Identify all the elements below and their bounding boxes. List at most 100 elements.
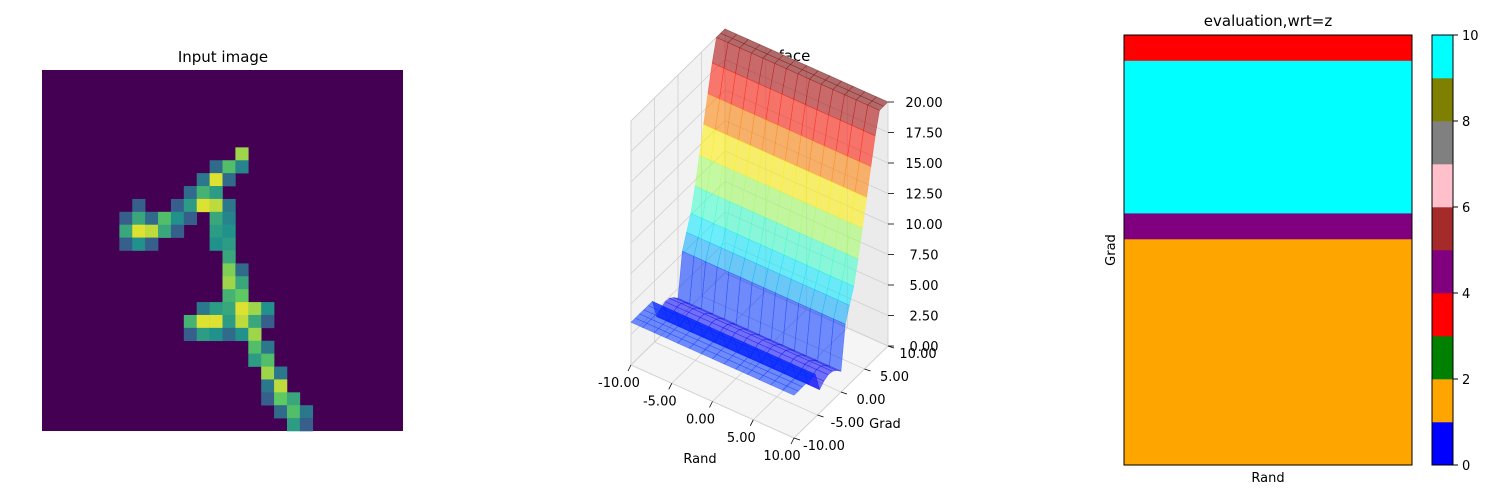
surface-facet bbox=[819, 364, 838, 372]
colorbar-segment bbox=[1432, 293, 1453, 337]
colorbar-segment bbox=[1432, 422, 1453, 466]
loss-surface-ticks: -10.00-5.000.005.0010.00-10.00-5.000.005… bbox=[598, 96, 943, 464]
pixel-cell bbox=[209, 211, 223, 226]
pixel-cell bbox=[209, 327, 223, 342]
colorbar-frame bbox=[1431, 34, 1454, 466]
pixel-cell bbox=[196, 302, 210, 316]
pixel-cell bbox=[132, 224, 146, 238]
pixel-cell bbox=[235, 289, 249, 303]
z-tick-label: 17.50 bbox=[905, 127, 942, 142]
pixel-cell bbox=[274, 405, 288, 419]
pixel-cell bbox=[132, 211, 146, 226]
pixel-cell bbox=[248, 340, 262, 354]
pixel-cell bbox=[222, 224, 236, 238]
pixel-cell bbox=[132, 237, 146, 251]
evaluation-frame bbox=[1123, 34, 1413, 466]
loss-surface-panel: Loss Surface -10.00-5.000.005.0010.00-10… bbox=[598, 27, 943, 467]
pixel-cell bbox=[261, 353, 275, 367]
pixel-cell bbox=[299, 418, 314, 432]
x-tick-label: -10.00 bbox=[598, 376, 640, 391]
surface-facet bbox=[790, 377, 808, 388]
colorbar-segment bbox=[1432, 78, 1453, 122]
z-tick-label: 2.50 bbox=[910, 310, 939, 325]
evaluation-xlabel: Rand bbox=[1251, 471, 1284, 486]
x-tick-label: 5.00 bbox=[727, 431, 756, 446]
pixel-cell bbox=[170, 224, 185, 238]
pixel-cell bbox=[119, 224, 133, 238]
pixel-cell bbox=[209, 314, 223, 329]
evaluation-band bbox=[1124, 239, 1412, 466]
surface-facet bbox=[829, 318, 846, 372]
pixel-cell bbox=[132, 198, 146, 213]
pixel-cell bbox=[222, 237, 236, 251]
colorbar-segment bbox=[1432, 336, 1453, 380]
evaluation-colorbar: 0 2 4 6 8 10 bbox=[1431, 29, 1479, 474]
pixel-cell bbox=[274, 392, 288, 406]
colorbar-segment bbox=[1432, 121, 1453, 165]
input-image-panel: Input image bbox=[42, 48, 403, 432]
y-tick-mark bbox=[817, 414, 824, 418]
pixel-cell bbox=[235, 302, 249, 316]
y-tick-mark bbox=[864, 368, 871, 372]
loss-surface-mesh bbox=[630, 28, 889, 396]
surface-facet bbox=[798, 368, 816, 379]
pixel-cell bbox=[209, 198, 223, 213]
y-tick-mark bbox=[840, 391, 848, 395]
pixel-cell bbox=[261, 366, 275, 380]
colorbar-tick-label: 6 bbox=[1462, 201, 1470, 216]
loss-surface-ylabel: Grad bbox=[869, 417, 901, 432]
pixel-cell bbox=[170, 211, 185, 226]
pixel-cell bbox=[274, 366, 288, 380]
pixel-cell bbox=[286, 418, 301, 432]
pixel-cell bbox=[235, 147, 249, 161]
colorbar-segment bbox=[1432, 207, 1453, 251]
pixel-cell bbox=[196, 173, 210, 187]
pixel-cell bbox=[261, 340, 275, 354]
loss-surface-xlabel: Rand bbox=[683, 452, 716, 467]
pixel-cell bbox=[209, 302, 223, 316]
pixel-cell bbox=[158, 224, 172, 238]
colorbar-tick-label: 0 bbox=[1462, 459, 1470, 474]
pixel-cell bbox=[209, 186, 223, 200]
pixel-cell bbox=[119, 237, 133, 251]
pixel-cell bbox=[235, 327, 249, 342]
gridline bbox=[630, 59, 726, 152]
pixel-cell bbox=[209, 237, 223, 251]
pixel-cell bbox=[170, 198, 185, 213]
surface-facet bbox=[846, 222, 863, 260]
pixel-cell bbox=[222, 327, 236, 342]
pixel-cell bbox=[183, 186, 198, 200]
y-tick-label: 10.00 bbox=[899, 347, 936, 362]
evaluation-band bbox=[1124, 60, 1412, 214]
evaluation-bands bbox=[1124, 35, 1412, 466]
pixel-cell bbox=[222, 160, 236, 174]
z-tick-label: 7.50 bbox=[910, 249, 939, 264]
pixel-cell bbox=[119, 211, 133, 226]
pixel-cell bbox=[145, 224, 159, 238]
pixel-cell bbox=[222, 198, 236, 213]
surface-facet bbox=[841, 253, 859, 287]
pixel-cell bbox=[145, 237, 159, 251]
y-tick-label: -5.00 bbox=[831, 416, 865, 431]
pixel-cell bbox=[145, 211, 159, 226]
evaluation-ylabel: Grad bbox=[1104, 234, 1119, 266]
pixel-cell bbox=[248, 327, 262, 342]
y-tick-label: -10.00 bbox=[803, 439, 845, 454]
pixel-cell bbox=[183, 198, 198, 213]
colorbar-segment bbox=[1432, 379, 1453, 423]
x-tick-mark bbox=[749, 419, 754, 426]
pixel-cell bbox=[222, 250, 236, 264]
surface-facet bbox=[837, 280, 855, 306]
pixel-cell bbox=[222, 314, 236, 329]
pixel-cell bbox=[235, 314, 249, 329]
x-tick-mark bbox=[790, 437, 795, 445]
z-tick-label: 10.00 bbox=[905, 218, 942, 233]
evaluation-band bbox=[1124, 35, 1412, 62]
colorbar-tick-label: 10 bbox=[1462, 29, 1479, 44]
pixel-cell bbox=[222, 276, 236, 290]
colorbar-segment bbox=[1432, 250, 1453, 294]
z-tick-label: 20.00 bbox=[905, 96, 942, 111]
z-tick-label: 12.50 bbox=[905, 188, 942, 203]
input-image-grid bbox=[42, 70, 403, 432]
pixel-cell bbox=[209, 173, 223, 187]
